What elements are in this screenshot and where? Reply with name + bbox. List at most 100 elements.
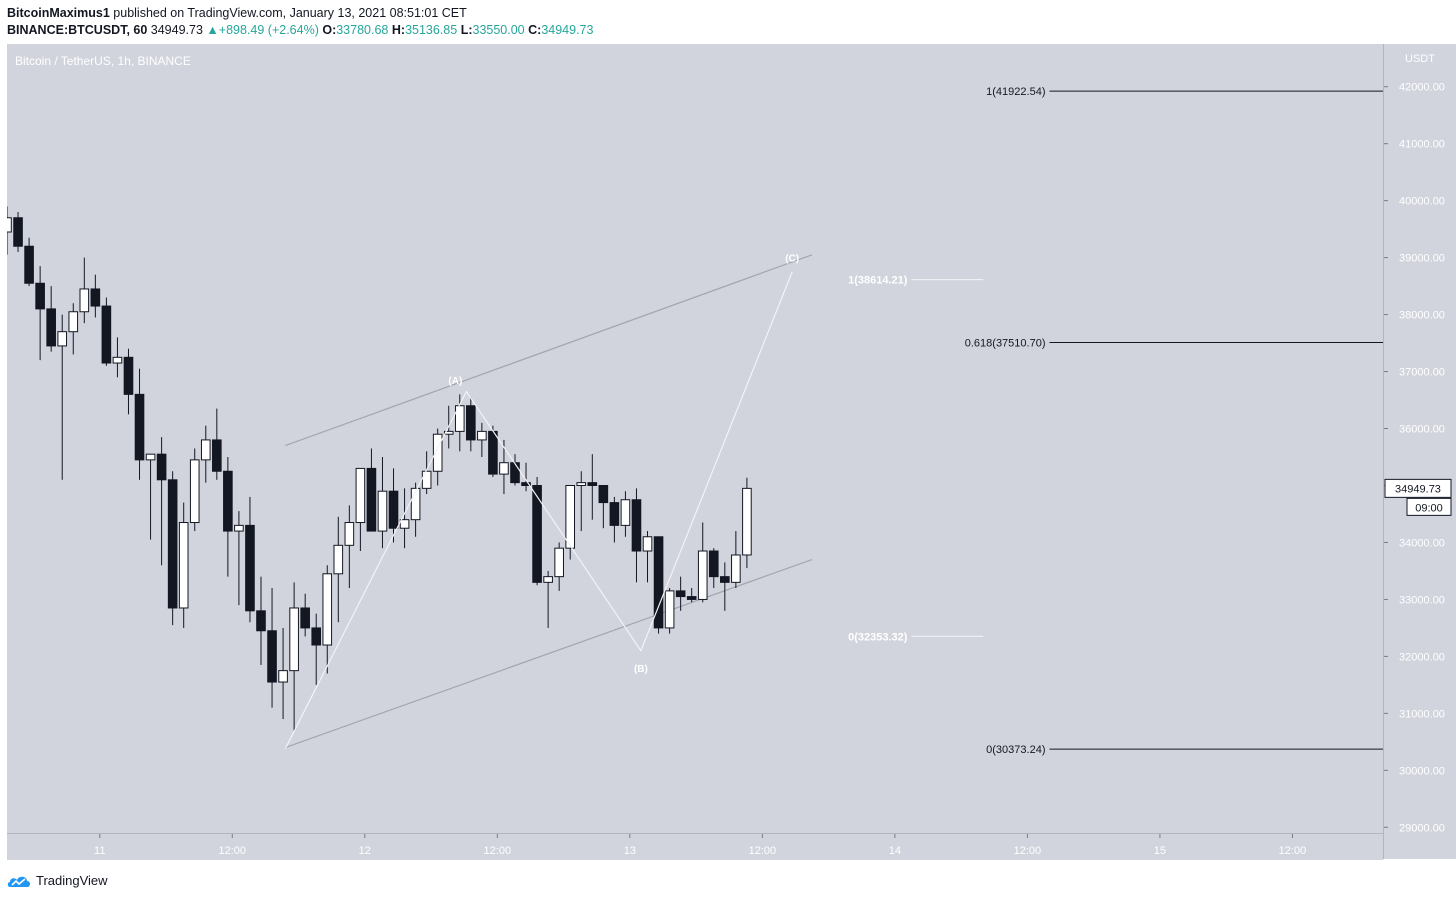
candle-body-down xyxy=(598,484,609,504)
candle-body-up xyxy=(189,459,200,524)
candle xyxy=(333,516,344,623)
candle-body-up xyxy=(410,487,421,521)
published-text: published on TradingView.com, January 13… xyxy=(113,6,467,20)
candle xyxy=(565,484,576,560)
time-axis-svg: 11 12:00 12 12:00 13 12:00 14 12:00 15 12:00 xyxy=(94,834,1306,857)
candle xyxy=(112,337,123,378)
candle xyxy=(499,439,509,495)
high-value: 35136.85 xyxy=(405,23,458,37)
candle xyxy=(13,212,23,252)
time-axis[interactable]: 11 12:00 12 12:00 13 12:00 14 12:00 15 12:00 xyxy=(7,833,1383,860)
time-axis-label: 12:00 xyxy=(484,845,512,857)
candle-body-down xyxy=(46,308,56,347)
tradingview-logo[interactable]: TradingView xyxy=(7,873,108,888)
candle xyxy=(156,437,167,566)
price-axis-label: 42000.00 xyxy=(1399,82,1445,94)
candle xyxy=(377,457,388,549)
candle-body-up xyxy=(620,499,631,526)
candle-body-up xyxy=(642,536,653,552)
candle-body-up xyxy=(7,217,12,233)
chart-plot-area[interactable]: (A) (B) (C) 1(41922.54) 1(38614.21) 0.618(375… xyxy=(7,44,1383,833)
candle-body-up xyxy=(377,490,388,532)
candle-body-down xyxy=(13,217,23,247)
candle xyxy=(300,593,310,637)
candle xyxy=(134,368,145,480)
price-axis-label: 40000.00 xyxy=(1399,196,1445,208)
time-axis-label: 13 xyxy=(624,845,636,857)
candle xyxy=(399,488,410,549)
candle xyxy=(167,471,178,626)
candle xyxy=(454,394,465,452)
candle-body-down xyxy=(35,282,45,310)
countdown-label: 09:00 xyxy=(1415,502,1443,514)
candle xyxy=(543,570,553,628)
candle xyxy=(234,511,244,606)
candle-body-up xyxy=(742,487,752,556)
candle-body-up xyxy=(664,590,675,629)
candle xyxy=(355,467,366,552)
candle xyxy=(145,453,156,540)
low-label: L: xyxy=(460,23,473,37)
candle-body-down xyxy=(123,356,134,395)
candle xyxy=(664,588,675,634)
candle xyxy=(642,531,653,583)
candle-body-up xyxy=(499,462,509,475)
current-price-tag xyxy=(1384,478,1452,498)
candle xyxy=(477,422,487,458)
candle-body-up xyxy=(399,519,410,529)
channel-line-lower xyxy=(285,558,813,749)
candle xyxy=(267,588,277,708)
candle-body-up xyxy=(576,482,587,486)
candle-body-down xyxy=(510,462,520,484)
chart-svg[interactable]: (A) (B) (C) 1(41922.54) 1(38614.21) 0.618(375… xyxy=(7,44,1383,833)
candle-body-down xyxy=(609,502,620,526)
candle-body-up xyxy=(344,522,355,546)
symbol-interval: BINANCE:BTCUSDT, 60 xyxy=(7,23,148,37)
price-axis-label: 34000.00 xyxy=(1399,537,1445,549)
wave-label: (C) xyxy=(785,254,799,265)
candle xyxy=(742,477,752,569)
publisher-name[interactable]: BitcoinMaximus1 xyxy=(7,6,110,20)
current-price-label: 34949.73 xyxy=(1395,483,1441,495)
fib-level-label: 0(30373.24) xyxy=(986,744,1045,756)
candle-body-up xyxy=(477,430,487,441)
candle xyxy=(256,576,266,665)
price-axis-label: 32000.00 xyxy=(1399,651,1445,663)
wave-label: (B) xyxy=(634,664,648,675)
candle-body-down xyxy=(653,536,664,629)
candle-body-up xyxy=(554,547,564,578)
candle-body-up xyxy=(145,453,156,461)
price-axis[interactable]: USDT 29000.00 30000.00 31000.00 32000.00 3300… xyxy=(1383,44,1456,859)
price-axis-label: 41000.00 xyxy=(1399,139,1445,151)
candle xyxy=(488,425,498,477)
candle xyxy=(24,237,34,287)
time-axis-label: 15 xyxy=(1154,845,1166,857)
candle-body-down xyxy=(532,484,542,583)
candle xyxy=(90,274,101,318)
candle-body-up xyxy=(57,331,68,347)
low-value: 33550.00 xyxy=(472,23,525,37)
candle xyxy=(57,314,68,480)
candle-body-up xyxy=(421,470,432,489)
price-axis-label: 33000.00 xyxy=(1399,594,1445,606)
price-axis-label: 38000.00 xyxy=(1399,310,1445,322)
candle xyxy=(631,488,642,583)
time-axis-label: 12:00 xyxy=(1014,845,1042,857)
fib-level-label: 1(41922.54) xyxy=(986,86,1045,98)
time-axis-label: 12 xyxy=(359,845,371,857)
candle xyxy=(189,448,200,532)
tradingview-brand: TradingView xyxy=(36,873,108,888)
candle xyxy=(421,451,432,495)
candle-body-up xyxy=(200,439,211,461)
close-label: C: xyxy=(528,23,542,37)
candle-body-down xyxy=(90,288,101,307)
candle-body-up xyxy=(234,524,244,532)
candle-body-up xyxy=(355,467,366,524)
candle-body-up xyxy=(432,433,443,472)
candle xyxy=(322,565,333,674)
candle xyxy=(212,408,222,480)
candle xyxy=(245,496,255,623)
candle-body-down xyxy=(521,482,531,486)
candle xyxy=(466,397,476,452)
price-axis-label: 37000.00 xyxy=(1399,367,1445,379)
